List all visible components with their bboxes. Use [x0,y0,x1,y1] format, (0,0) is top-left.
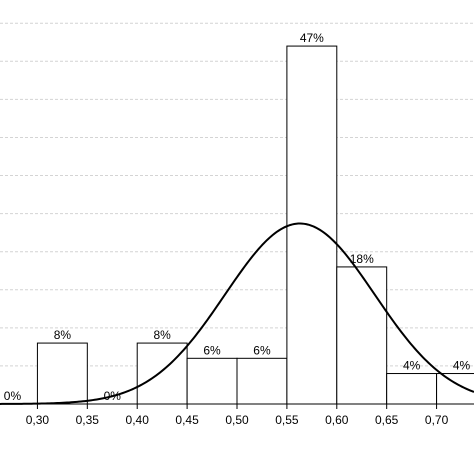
data-labels: 0% 8% 0% 8% 6% 6% 47% 18% 4% 4% [4,31,471,403]
bar-8 [386,373,438,405]
x-tick-label-1: 0,35 [76,413,100,427]
x-tick-label-8: 0,70 [425,413,449,427]
bar-1 [36,342,88,405]
x-tick-label-3: 0,45 [175,413,199,427]
data-label-7: 18% [350,252,374,266]
data-label-6: 47% [300,31,324,45]
bar-4 [186,357,238,405]
data-label-4: 6% [203,343,221,357]
x-tick-label-4: 0,50 [225,413,249,427]
histogram-bars [36,45,474,405]
gridlines [0,22,474,367]
bar-5 [236,357,288,405]
bar-7 [336,266,388,405]
normal-curve [0,222,474,405]
x-tick-label-5: 0,55 [275,413,299,427]
x-tick-label-0: 0,30 [26,413,50,427]
bar-3 [136,342,188,405]
data-label-3: 8% [153,328,171,342]
normal-curve-layer [0,222,474,405]
x-tick-label-7: 0,65 [375,413,399,427]
data-label-0: 0% [4,389,22,403]
x-axis: 0,30 0,35 0,40 0,45 0,50 0,55 0,60 0,65 0,70 [0,403,474,427]
data-label-8: 4% [403,359,421,373]
data-label-5: 6% [253,343,271,357]
data-label-9: 4% [453,359,471,373]
data-label-2: 0% [104,389,122,403]
x-tick-label-6: 0,60 [325,413,349,427]
data-label-1: 8% [54,328,72,342]
x-tick-label-2: 0,40 [126,413,150,427]
